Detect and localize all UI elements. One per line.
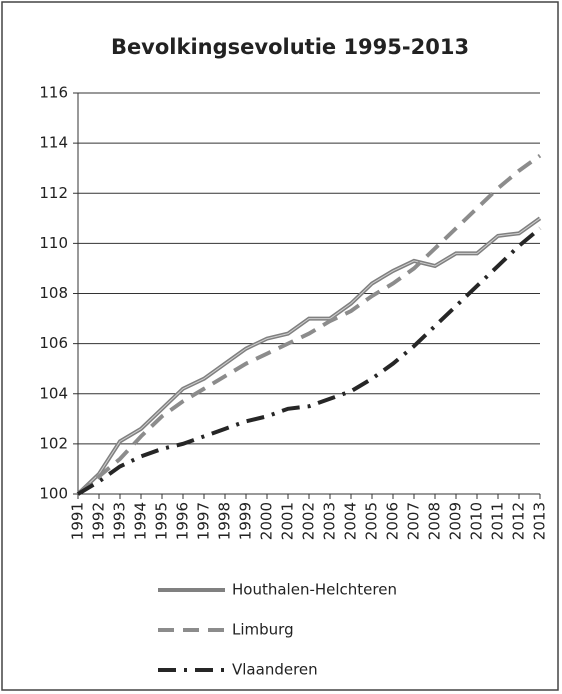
- x-tick-label: 2002: [300, 502, 318, 540]
- legend-label: Vlaanderen: [232, 661, 318, 679]
- y-tick-label: 104: [39, 384, 68, 402]
- chart-title: Bevolkingsevolutie 1995-2013: [111, 35, 469, 59]
- x-tick-label: 2001: [279, 502, 297, 540]
- y-tick-label: 114: [39, 134, 68, 152]
- series-line: [76, 154, 542, 496]
- x-tick-label: 2010: [468, 502, 486, 540]
- x-tick-label: 2005: [363, 502, 381, 540]
- x-tick-label: 1991: [69, 502, 87, 540]
- x-tick-label: 2013: [531, 502, 549, 540]
- x-tick-label: 2003: [321, 502, 339, 540]
- y-tick-label: 100: [39, 485, 68, 503]
- y-tick-label: 102: [39, 434, 68, 452]
- y-tick-label: 108: [39, 284, 68, 302]
- x-tick-label: 1994: [132, 502, 150, 540]
- y-tick-label: 110: [39, 234, 68, 252]
- y-tick-label: 106: [39, 334, 68, 352]
- x-tick-label: 1998: [216, 502, 234, 540]
- x-tick-label: 2004: [342, 502, 360, 540]
- y-tick-label: 112: [39, 184, 68, 202]
- x-tick-label: 1993: [111, 502, 129, 540]
- series-line-highlight: [77, 217, 541, 495]
- x-tick-label: 1997: [195, 502, 213, 540]
- x-tick-label: 1996: [174, 502, 192, 540]
- y-tick-label: 116: [39, 84, 68, 102]
- x-tick-label: 2011: [489, 502, 507, 540]
- x-tick-label: 2006: [384, 502, 402, 540]
- x-tick-label: 2000: [258, 502, 276, 540]
- x-tick-label: 1995: [153, 502, 171, 540]
- x-tick-label: 1999: [237, 502, 255, 540]
- series-line: [76, 226, 542, 496]
- x-tick-label: 2007: [405, 502, 423, 540]
- x-tick-label: 2012: [510, 502, 528, 540]
- x-tick-label: 2008: [426, 502, 444, 540]
- legend-label: Limburg: [232, 621, 294, 639]
- legend-label: Houthalen-Helchteren: [232, 581, 397, 599]
- x-tick-label: 2009: [447, 502, 465, 540]
- x-tick-label: 1992: [90, 502, 108, 540]
